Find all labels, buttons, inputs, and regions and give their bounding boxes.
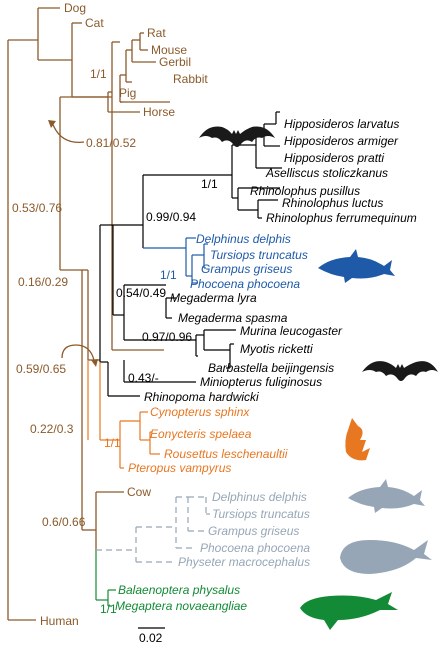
support-rodents: 1/1 bbox=[90, 67, 107, 81]
support-whales: 1/1 bbox=[100, 602, 117, 616]
taxon-hipposideros-larvatus: Hipposideros larvatus bbox=[284, 117, 399, 131]
taxon-hipposideros-pratti: Hipposideros pratti bbox=[284, 151, 384, 165]
taxon-rousettus-leschenaultii: Rousettus leschenaultii bbox=[164, 447, 288, 461]
taxon-tursiops-truncatus-gray: Tursiops truncatus bbox=[212, 507, 310, 521]
curved-arrows bbox=[51, 121, 95, 361]
taxon-megaptera-novaeangliae: Megaptera novaeangliae bbox=[115, 599, 247, 613]
taxon-human: Human bbox=[40, 614, 79, 628]
taxon-aselliscus-stoliczkanus: Aselliscus stoliczkanus bbox=[265, 166, 388, 180]
arrow-echo-fruit bbox=[61, 344, 95, 361]
gray-dashed-branches bbox=[96, 496, 210, 563]
brown-branches bbox=[7, 7, 170, 621]
taxon-tursiops-truncatus-blue: Tursiops truncatus bbox=[210, 248, 308, 262]
taxon-horse: Horse bbox=[143, 105, 175, 119]
support-cetart: 0.6/0.66 bbox=[42, 515, 86, 529]
support-fruitbats: 1/1 bbox=[104, 436, 121, 450]
taxon-grampus-griseus-gray: Grampus griseus bbox=[208, 524, 299, 538]
dolphin-silhouette-icon bbox=[348, 479, 425, 513]
black-bat-branches bbox=[99, 111, 282, 397]
humpback-whale-silhouette-icon bbox=[300, 592, 398, 630]
taxon-rhinopoma-hardwicki: Rhinopoma hardwicki bbox=[144, 390, 259, 404]
taxon-barbastella-beijingensis: Barbastella beijingensis bbox=[208, 361, 334, 375]
blue-dolphin-branches bbox=[143, 237, 208, 284]
support-vesper: 0.97/0.96 bbox=[142, 330, 192, 344]
taxon-rhinolophus-pusillus: Rhinolophus pusillus bbox=[250, 184, 360, 198]
green-whale-branches bbox=[95, 550, 116, 607]
taxon-phocoena-phocoena-blue: Phocoena phocoena bbox=[190, 277, 300, 291]
taxon-hipposideros-armiger: Hipposideros armiger bbox=[284, 134, 399, 148]
arrowhead-up-icon bbox=[48, 120, 56, 128]
taxon-gerbil: Gerbil bbox=[159, 55, 191, 69]
arrowhead-down-icon bbox=[91, 359, 98, 367]
taxon-grampus-griseus-blue: Grampus griseus bbox=[201, 262, 292, 276]
taxon-rhinolophus-ferrumequinum: Rhinolophus ferrumequinum bbox=[266, 211, 417, 225]
taxon-cat: Cat bbox=[85, 16, 104, 30]
taxon-miniopterus-fuliginosus: Miniopterus fuliginosus bbox=[200, 375, 322, 389]
taxon-eonycteris-spelaea: Eonycteris spelaea bbox=[150, 427, 252, 441]
taxon-cow: Cow bbox=[127, 485, 151, 499]
bat-silhouette-icon bbox=[362, 361, 438, 381]
taxon-rhinolophus-luctus: Rhinolophus luctus bbox=[282, 196, 383, 210]
taxon-cynopterus-sphinx: Cynopterus sphinx bbox=[150, 405, 250, 419]
sperm-whale-silhouette-icon bbox=[340, 540, 432, 574]
taxon-murina-leucogaster: Murina leucogaster bbox=[240, 324, 343, 338]
taxon-mouse: Mouse bbox=[151, 43, 187, 57]
taxon-pig: Pig bbox=[119, 86, 136, 100]
taxon-balaenoptera-physalus: Balaenoptera physalus bbox=[118, 583, 240, 597]
support-echo-fruit: 0.59/0.65 bbox=[16, 362, 66, 376]
support-echolocators: 0.54/0.49 bbox=[116, 286, 166, 300]
taxon-rat: Rat bbox=[147, 26, 166, 40]
support-upper: 0.16/0.29 bbox=[18, 275, 68, 289]
support-bat-dolphin: 0.99/0.94 bbox=[146, 210, 196, 224]
support-horse-clade: 0.81/0.52 bbox=[86, 136, 136, 150]
support-mid: 0.22/0.3 bbox=[30, 422, 74, 436]
fruit-bat-silhouette-icon bbox=[345, 418, 370, 461]
support-miniopterus: 0.43/- bbox=[128, 371, 159, 385]
support-dolphins: 1/1 bbox=[160, 268, 177, 282]
support-laurasia: 0.53/0.76 bbox=[12, 201, 62, 215]
taxon-dog: Dog bbox=[64, 1, 86, 15]
taxon-pteropus-vampyrus: Pteropus vampyrus bbox=[128, 461, 231, 475]
arrow-horse-clade bbox=[51, 121, 85, 143]
bat-silhouette-icon bbox=[199, 126, 275, 147]
taxon-megaderma-lyra: Megaderma lyra bbox=[170, 291, 257, 305]
taxon-rabbit: Rabbit bbox=[173, 72, 208, 86]
taxon-physeter-macrocephalus: Physeter macrocephalus bbox=[178, 555, 310, 569]
support-rhino: 1/1 bbox=[201, 177, 218, 191]
taxon-delphinus-delphis-blue: Delphinus delphis bbox=[196, 232, 291, 246]
dolphin-silhouette-icon bbox=[318, 249, 395, 283]
taxon-myotis-ricketti: Myotis ricketti bbox=[240, 342, 313, 356]
orange-fruitbat-branches bbox=[87, 360, 160, 469]
taxon-delphinus-delphis-gray: Delphinus delphis bbox=[212, 490, 307, 504]
taxon-megaderma-spasma: Megaderma spasma bbox=[178, 311, 288, 325]
scale-bar-label: 0.02 bbox=[139, 631, 163, 645]
taxon-phocoena-phocoena-gray: Phocoena phocoena bbox=[200, 541, 310, 555]
